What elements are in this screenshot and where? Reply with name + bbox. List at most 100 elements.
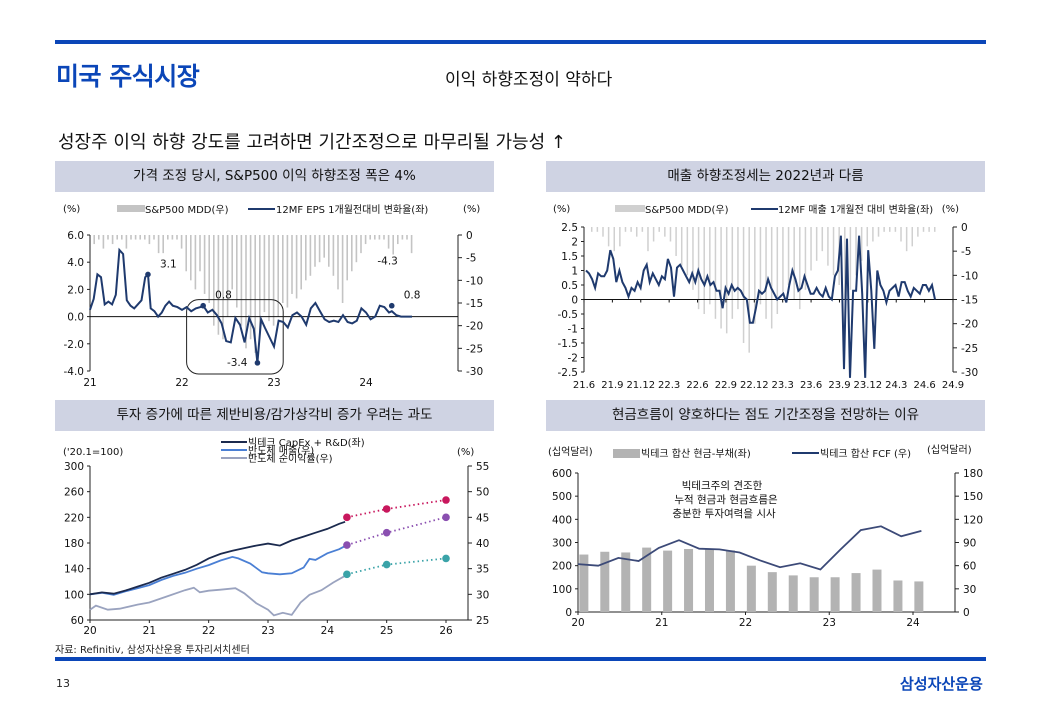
mdd-bar xyxy=(144,235,146,240)
mdd-bar xyxy=(770,227,773,329)
mdd-bar xyxy=(703,227,705,314)
mdd-bar xyxy=(213,235,215,326)
mdd-bar xyxy=(641,227,644,232)
mdd-bar xyxy=(759,227,762,305)
right-tick-label: -20 xyxy=(961,319,978,331)
mdd-bar xyxy=(877,227,880,237)
left-tick-label: 6.0 xyxy=(67,230,84,242)
x-tick-label: 23.6 xyxy=(800,380,822,391)
legend-swatch-mdd xyxy=(117,205,145,212)
left-tick-label: 100 xyxy=(552,584,572,596)
mdd-bar xyxy=(291,235,293,294)
cash-bar xyxy=(746,565,756,612)
cash-bar xyxy=(725,550,735,612)
mdd-bar xyxy=(93,235,95,245)
left-unit: (%) xyxy=(553,204,570,215)
right-unit: (%) xyxy=(457,447,474,458)
top-divider xyxy=(55,40,986,44)
annotation-label: 3.1 xyxy=(160,258,177,270)
mdd-bar xyxy=(607,227,610,247)
mdd-bar xyxy=(635,227,638,237)
right-tick-label: 50 xyxy=(476,487,489,499)
mdd-bar xyxy=(697,227,700,310)
x-tick-label: 21.6 xyxy=(573,380,595,391)
semi-margin-line xyxy=(89,574,348,617)
left-tick-label: -2.0 xyxy=(64,339,85,351)
left-tick-label: -0.5 xyxy=(558,309,579,321)
x-tick-label: 22.3 xyxy=(658,380,680,391)
x-tick-label: 26 xyxy=(439,625,453,637)
left-unit: ('20.1=100) xyxy=(63,447,123,458)
cash-bar xyxy=(704,549,714,612)
cash-bar xyxy=(851,573,861,612)
mdd-bar xyxy=(889,227,891,232)
annotation-marker xyxy=(145,271,151,278)
annotation-label: 0.8 xyxy=(404,290,421,302)
x-tick-label: 24 xyxy=(906,617,920,629)
left-tick-label: 300 xyxy=(64,461,84,473)
left-tick-label: 4.0 xyxy=(67,257,84,269)
left-unit: (십억달러) xyxy=(548,446,593,458)
mdd-bar xyxy=(309,235,312,276)
left-unit: (%) xyxy=(63,204,80,215)
mdd-bar xyxy=(282,235,284,303)
mdd-bar xyxy=(277,235,279,317)
mdd-bar xyxy=(630,227,632,232)
left-tick-label: 140 xyxy=(64,564,84,576)
right-tick-label: -15 xyxy=(961,295,978,307)
left-tick-label: 220 xyxy=(64,512,84,524)
mdd-bar xyxy=(249,235,252,340)
mdd-bar xyxy=(664,227,666,237)
mdd-bar xyxy=(922,227,925,232)
mdd-bar xyxy=(815,227,818,261)
mdd-bar xyxy=(709,227,711,305)
left-tick-label: 400 xyxy=(552,514,572,526)
mdd-bar xyxy=(259,235,261,335)
forecast-point xyxy=(343,541,351,549)
mdd-bar xyxy=(397,235,399,245)
forecast-point xyxy=(442,513,450,522)
mdd-bar xyxy=(849,227,852,290)
legend-swatch-cash xyxy=(613,449,640,458)
mdd-bar xyxy=(591,227,593,232)
chart-cashflow-svg: (십억달러) (십억달러) 빅테크 합산 현금-부채(좌) 빅테크 합산 FCF (우… xyxy=(548,444,983,629)
forecast-point xyxy=(382,560,391,569)
mdd-bar xyxy=(268,235,270,322)
left-tick-label: 1 xyxy=(571,266,578,278)
mdd-bar xyxy=(872,227,874,242)
mdd-bar xyxy=(226,235,229,317)
mdd-bar xyxy=(692,227,694,290)
mdd-bar xyxy=(652,227,655,242)
right-tick-label: 35 xyxy=(476,564,489,576)
x-tick-label: 20 xyxy=(83,625,96,637)
chart-eps-svg: (%) (%) S&P500 MDD(우) 12MF EPS 1개월전대비 변화율(좌… xyxy=(63,204,483,389)
left-tick-label: 60 xyxy=(71,615,84,627)
cash-bar xyxy=(663,550,673,612)
mdd-bar xyxy=(844,227,846,300)
right-tick-label: 180 xyxy=(963,468,983,480)
legend-label: 반도체 매출(우) xyxy=(248,445,314,457)
mdd-bar xyxy=(917,227,919,237)
cash-bar xyxy=(893,580,903,612)
x-tick-label: 24.9 xyxy=(942,380,964,391)
mdd-bar xyxy=(737,227,739,310)
mdd-bar xyxy=(613,227,615,252)
mdd-bar xyxy=(754,227,756,324)
annotation-text: 빅테크주의 견조한 xyxy=(682,480,763,492)
mdd-bar xyxy=(725,227,728,334)
cash-bar xyxy=(621,552,631,612)
x-tick-label: 23.9 xyxy=(828,380,850,391)
mdd-bar xyxy=(378,235,381,240)
left-tick-label: 500 xyxy=(552,491,572,503)
section-title: 미국 주식시장 xyxy=(56,62,200,91)
cash-bar xyxy=(914,581,924,612)
right-tick-label: 0 xyxy=(961,222,968,234)
mdd-bar xyxy=(827,227,829,266)
cash-bar xyxy=(579,554,589,612)
mdd-bar xyxy=(776,227,779,314)
mdd-bar xyxy=(272,235,275,326)
right-tick-label: 150 xyxy=(963,491,983,503)
mdd-bar xyxy=(332,235,335,276)
cash-bar xyxy=(600,551,610,612)
mdd-bar xyxy=(231,235,233,290)
